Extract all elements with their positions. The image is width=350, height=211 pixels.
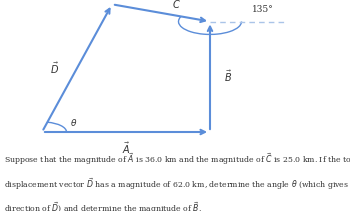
Text: $\vec{B}$: $\vec{B}$ [224,69,232,84]
Text: $\vec{D}$: $\vec{D}$ [50,61,60,76]
Text: displacement vector $\vec{D}$ has a magnitude of 62.0 km, determine the angle $\: displacement vector $\vec{D}$ has a magn… [4,176,350,192]
Text: Suppose that the magnitude of $\vec{A}$ is 36.0 km and the magnitude of $\vec{C}: Suppose that the magnitude of $\vec{A}$ … [4,151,350,167]
Text: 135°: 135° [252,5,274,14]
Text: $\theta$: $\theta$ [70,117,77,128]
Text: direction of $\vec{D}$) and determine the magnitude of $\vec{B}$.: direction of $\vec{D}$) and determine th… [4,200,201,211]
Text: $\vec{C}$: $\vec{C}$ [172,0,180,11]
Text: $\vec{A}$: $\vec{A}$ [122,141,130,156]
